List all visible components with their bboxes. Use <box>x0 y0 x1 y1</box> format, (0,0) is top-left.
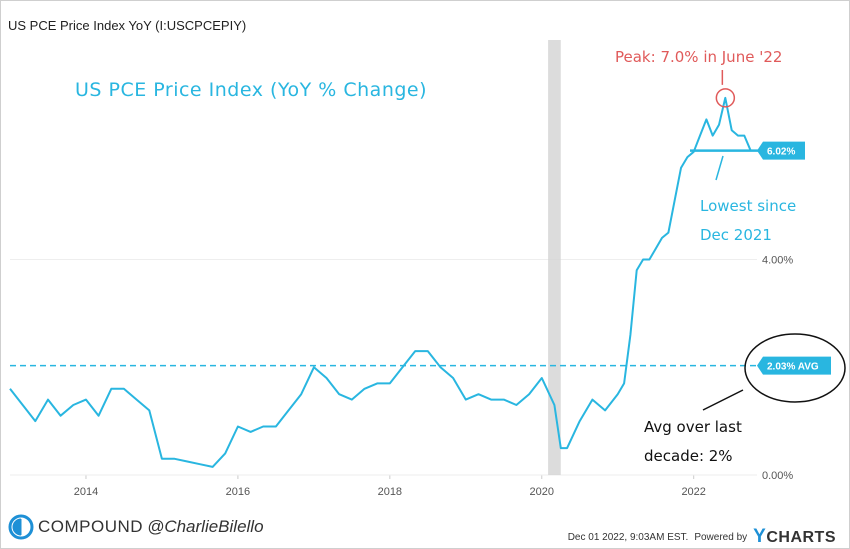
average-badge-text: 2.03% AVG <box>767 362 819 373</box>
peak-circle <box>715 88 736 108</box>
brand-name: COMPOUND <box>38 517 144 536</box>
y-axis: 0.00% 4.00% <box>10 255 793 482</box>
ycharts-logo-text: CHARTS <box>766 529 836 546</box>
avg-ellipse <box>744 333 846 403</box>
last-value-badge: 6.02% <box>757 141 805 160</box>
x-tick-label: 2020 <box>530 486 554 498</box>
chart-title: US PCE Price Index (YoY % Change) <box>75 79 427 101</box>
lowest-arrow <box>715 155 724 181</box>
chart-header-title: US PCE Price Index YoY (I:USCPCEPIY) <box>8 18 247 33</box>
footer-brand: COMPOUND @CharlieBilello <box>8 514 264 540</box>
avg-arrow <box>702 389 744 411</box>
x-tick-label: 2014 <box>74 486 98 498</box>
ycharts-logo-y: Y <box>753 526 767 547</box>
x-tick-label: 2022 <box>681 486 705 498</box>
footer-timestamp: Dec 01 2022, 9:03AM EST. <box>567 531 689 543</box>
chart-marks <box>9 40 760 475</box>
footer-right: Dec 01 2022, 9:03AM EST. Powered by YCHA… <box>568 526 836 548</box>
avg-annotation-line1: Avg over last <box>644 418 742 436</box>
compound-logo-icon <box>8 514 34 540</box>
y-tick-label: 4.00% <box>762 255 793 267</box>
x-tick-label: 2018 <box>378 486 402 498</box>
average-badge: 2.03% AVG <box>757 356 831 375</box>
lowest-annotation-line2: Dec 2021 <box>700 226 772 244</box>
lowest-annotation-line1: Lowest since <box>700 197 796 215</box>
peak-annotation: Peak: 7.0% in June '22 <box>615 48 782 66</box>
x-tick-label: 2016 <box>226 486 250 498</box>
x-axis: 2014 2016 2018 2020 2022 <box>10 474 757 498</box>
series-line <box>9 96 752 468</box>
ycharts-logo[interactable]: YCHARTS <box>753 526 836 548</box>
last-value-badge-text: 6.02% <box>767 147 795 158</box>
footer-powered-by: Powered by <box>694 531 748 543</box>
y-tick-label: 0.00% <box>762 470 793 482</box>
average-badge-shape <box>757 356 831 375</box>
chart-annotations: 6.02% 2.03% AVG US PCE Price Index (YoY % … <box>75 48 846 465</box>
brand-handle: @CharlieBilello <box>147 517 264 536</box>
last-value-badge-shape <box>757 141 805 160</box>
avg-annotation-line2: decade: 2% <box>644 447 733 465</box>
